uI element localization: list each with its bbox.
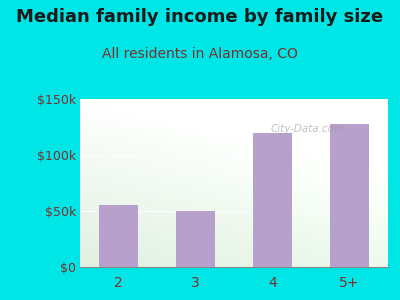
Text: Median family income by family size: Median family income by family size: [16, 8, 384, 26]
Bar: [176, 211, 215, 267]
Bar: [99, 206, 138, 267]
Text: City-Data.com: City-Data.com: [271, 124, 345, 134]
Bar: [330, 124, 369, 267]
Text: All residents in Alamosa, CO: All residents in Alamosa, CO: [102, 46, 298, 61]
Bar: [253, 133, 292, 267]
